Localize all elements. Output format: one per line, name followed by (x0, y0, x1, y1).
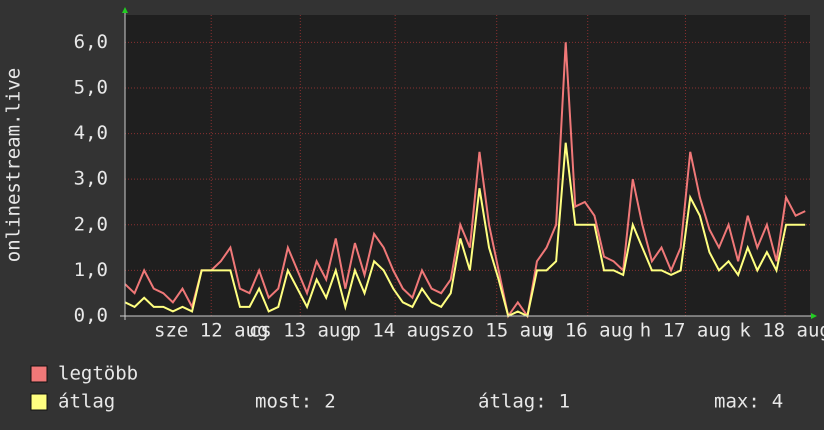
legend-label: legtöbb (58, 363, 138, 385)
axis-arrow (811, 313, 817, 319)
x-tick-label: k 18 aug (739, 320, 824, 342)
legend-swatch (30, 365, 48, 383)
stat-value: 1 (559, 391, 570, 413)
series-line (124, 42, 806, 319)
y-tick-label: 2,0 (74, 213, 108, 235)
y-tick-label: 4,0 (74, 122, 108, 144)
y-tick-label: 1,0 (74, 259, 108, 281)
legend: legtöbb átlag most: 2 átlag: 1 max: 4 (30, 363, 783, 413)
legend-label: átlag (58, 391, 115, 413)
x-tick-label: cs 13 aug (249, 320, 352, 342)
y-axis-title: onlinestream.live (3, 68, 25, 262)
x-tick-label: p 14 aug (349, 320, 441, 342)
x-tick-label: v 16 aug (542, 320, 634, 342)
x-tick-label: sze 12 aug (154, 320, 268, 342)
stat-label: átlag: (478, 391, 547, 413)
y-tick-label: 0,0 (74, 305, 108, 327)
stat-value: 4 (772, 391, 783, 413)
series-line (124, 142, 806, 318)
x-tick-label: h 17 aug (640, 320, 732, 342)
legend-swatch (30, 393, 48, 411)
stat-label: max: (714, 391, 760, 413)
lines (124, 42, 806, 319)
y-tick-label: 6,0 (74, 31, 108, 53)
stat-value: 2 (324, 391, 335, 413)
y-tick-label: 3,0 (74, 168, 108, 190)
x-tick-label: szo 15 aug (440, 320, 554, 342)
axis-arrow (122, 7, 128, 13)
stat-label: most: (255, 391, 312, 413)
y-tick-label: 5,0 (74, 76, 108, 98)
